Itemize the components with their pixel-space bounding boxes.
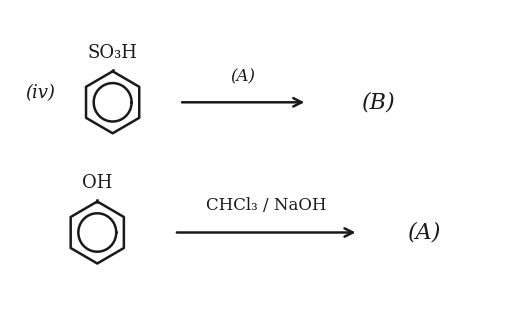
Text: CHCl₃ / NaOH: CHCl₃ / NaOH (206, 197, 327, 214)
Text: (A): (A) (408, 222, 442, 243)
Text: (iv): (iv) (26, 84, 55, 102)
Text: OH: OH (82, 174, 113, 192)
Text: SO₃H: SO₃H (88, 44, 138, 62)
Text: (B): (B) (362, 91, 396, 113)
Text: (A): (A) (231, 68, 255, 85)
